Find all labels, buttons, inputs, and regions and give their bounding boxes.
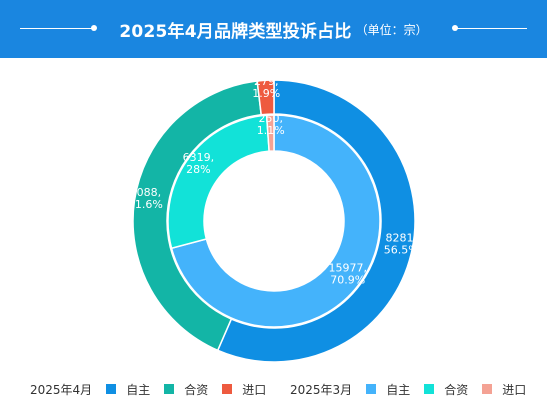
- data-label-inner-1: 6319, 28%: [183, 151, 215, 176]
- legend-label: 自主: [386, 382, 411, 397]
- slice-outer-1[interactable]: [132, 80, 263, 352]
- legend-label: 合资: [444, 382, 469, 397]
- legend-title: 2025年3月: [290, 382, 353, 397]
- data-label-outer-1: 6088, 41.6%: [128, 186, 163, 211]
- data-label-outer-2: 279, 1.9%: [252, 75, 280, 100]
- legend-label: 进口: [242, 382, 267, 397]
- legend-swatch: [106, 384, 117, 394]
- legend-item-outer-2[interactable]: 进口: [222, 381, 266, 398]
- legend-item-outer-1[interactable]: 合资: [164, 381, 208, 398]
- legend-label: 自主: [126, 382, 151, 397]
- legend-item-inner-0[interactable]: 自主: [366, 381, 410, 398]
- slice-outer-0[interactable]: [216, 79, 416, 363]
- legend-title: 2025年4月: [30, 382, 93, 397]
- legend-swatch: [164, 384, 175, 394]
- slice-inner-0[interactable]: [170, 114, 381, 328]
- legend-label: 合资: [184, 382, 209, 397]
- legend-march: 2025年3月 自主 合资 进口: [290, 378, 540, 400]
- legend-item-inner-1[interactable]: 合资: [424, 381, 468, 398]
- legend-swatch: [482, 384, 493, 394]
- header-right-line: [455, 28, 527, 29]
- chart-unit: （单位：宗）: [355, 22, 428, 37]
- header-left-line: [20, 28, 94, 29]
- header-left-dot: [91, 25, 97, 31]
- data-label-inner-0: 15977, 70.9%: [328, 262, 367, 287]
- legend-item-outer-0[interactable]: 自主: [106, 381, 150, 398]
- data-label-outer-0: 8281, 56.5%: [384, 231, 419, 256]
- legend-item-inner-2[interactable]: 进口: [482, 381, 526, 398]
- slice-inner-2[interactable]: [265, 114, 275, 152]
- legend-swatch: [424, 384, 435, 394]
- legend-label: 进口: [502, 382, 527, 397]
- donut-chart: 8281, 56.5% 6088, 41.6% 279, 1.9% 15977, 70.9% 6…: [128, 75, 419, 363]
- legend-swatch: [366, 384, 377, 394]
- legend-april: 2025年4月 自主 合资 进口: [30, 378, 280, 400]
- legend-swatch: [222, 384, 233, 394]
- title-wrap: 2025年4月品牌类型投诉占比 （单位：宗）: [0, 0, 547, 58]
- slice-outer-2[interactable]: [256, 79, 275, 116]
- chart-title: 2025年4月品牌类型投诉占比: [119, 21, 352, 42]
- chart-header: 2025年4月品牌类型投诉占比 （单位：宗）: [0, 0, 547, 58]
- data-label-inner-2: 250, 1.1%: [257, 112, 285, 137]
